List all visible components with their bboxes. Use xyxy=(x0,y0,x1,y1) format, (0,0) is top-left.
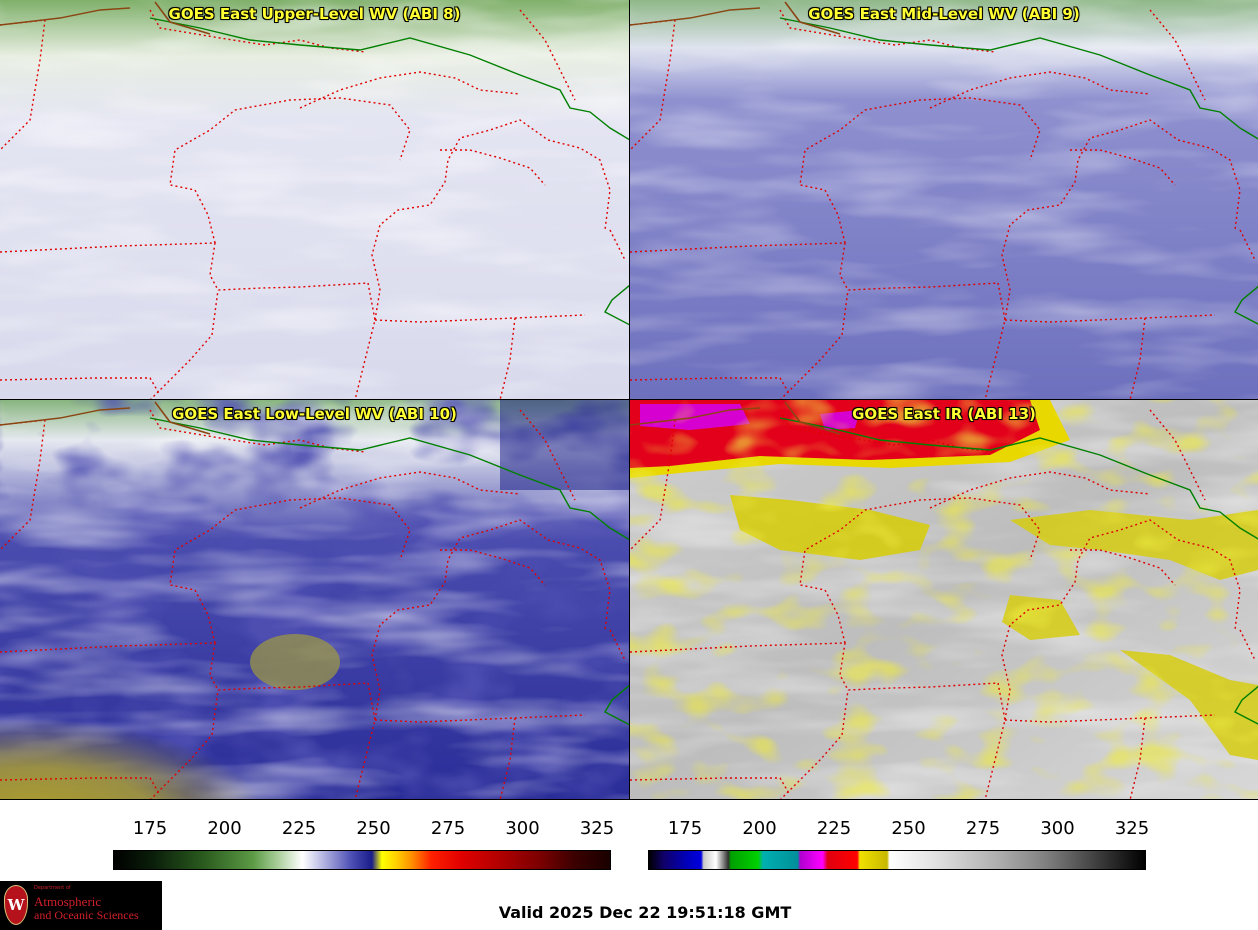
ir-colorbar: 175 200 225 250 275 300 325 xyxy=(648,812,1150,874)
panel-title: GOES East Mid-Level WV (ABI 9) xyxy=(808,5,1080,23)
colorbar-tick-label: 225 xyxy=(281,818,317,839)
colorbar-tick-label: 275 xyxy=(965,818,1001,839)
wv-colorbar-ticks: 175 200 225 250 275 300 325 xyxy=(113,818,615,855)
uw-seal-icon: W xyxy=(4,885,28,925)
panel-low-level-wv: GOES East Low-Level WV (ABI 10) xyxy=(0,400,630,800)
logo-line-3: and Oceanic Sciences xyxy=(34,908,139,922)
colorbar-tick-label: 200 xyxy=(742,818,777,839)
colorbar-tick-label: 200 xyxy=(207,818,242,839)
colorbar-tick-label: 175 xyxy=(667,818,703,839)
panel-title: GOES East IR (ABI 13) xyxy=(852,405,1036,423)
mid-level-wv-image xyxy=(630,0,1258,399)
valid-time: Valid 2025 Dec 22 19:51:18 GMT xyxy=(498,903,792,922)
colorbar-tick-label: 300 xyxy=(1040,818,1075,839)
colorbar-tick-label: 325 xyxy=(579,818,615,839)
panel-title: GOES East Upper-Level WV (ABI 8) xyxy=(168,5,461,23)
aos-logo: W Department of Atmospheric and Oceanic … xyxy=(0,881,162,930)
colorbar-tick-label: 250 xyxy=(891,818,926,839)
logo-line-1: Department of xyxy=(34,885,71,891)
ir-colorbar-gradient xyxy=(648,850,1146,870)
wv-colorbar: 175 200 225 250 275 300 325 xyxy=(113,812,615,874)
panel-upper-level-wv: GOES East Upper-Level WV (ABI 8) xyxy=(0,0,630,400)
ir-colorbar-ticks: 175 200 225 250 275 300 325 xyxy=(648,818,1150,855)
colorbar-tick-label: 250 xyxy=(356,818,391,839)
colorbar-tick-label: 175 xyxy=(132,818,168,839)
colorbar-tick-label: 225 xyxy=(816,818,852,839)
colorbar-tick-label: 275 xyxy=(430,818,466,839)
ir-image xyxy=(630,400,1258,799)
colorbar-tick-label: 325 xyxy=(1114,818,1150,839)
logo-line-2: Atmospheric xyxy=(34,894,102,909)
low-level-wv-image xyxy=(0,400,629,799)
panel-title: GOES East Low-Level WV (ABI 10) xyxy=(172,405,457,423)
colorbar-tick-label: 300 xyxy=(505,818,540,839)
wv-colorbar-gradient xyxy=(113,850,611,870)
panel-mid-level-wv: GOES East Mid-Level WV (ABI 9) xyxy=(630,0,1258,400)
upper-level-wv-image xyxy=(0,0,629,399)
panel-ir: GOES East IR (ABI 13) xyxy=(630,400,1258,800)
